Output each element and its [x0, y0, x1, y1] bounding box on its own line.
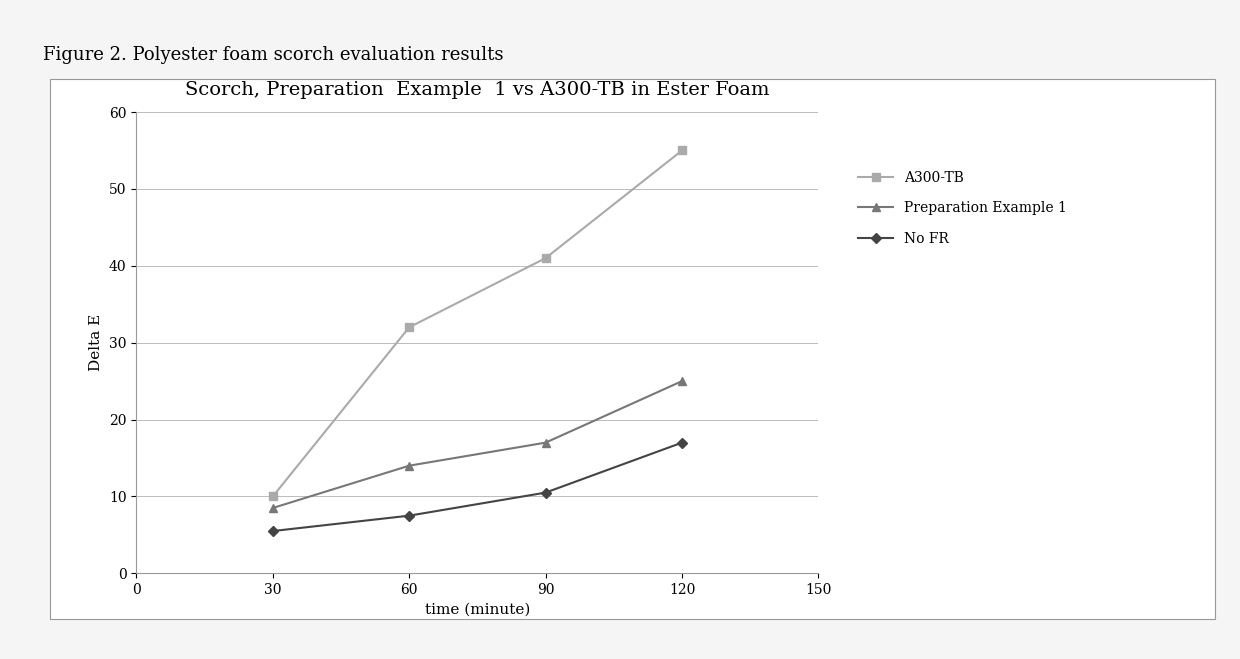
Text: Figure 2. Polyester foam scorch evaluation results: Figure 2. Polyester foam scorch evaluati… — [43, 46, 503, 64]
Title: Scorch, Preparation  Example  1 vs A300-TB in Ester Foam: Scorch, Preparation Example 1 vs A300-TB… — [185, 81, 770, 100]
A300-TB — [402, 324, 417, 331]
Legend: A300-TB, Preparation Example 1, No FR: A300-TB, Preparation Example 1, No FR — [853, 165, 1073, 252]
Line: A300-TB: A300-TB — [269, 146, 686, 501]
A300-TB — [675, 146, 689, 154]
Preparation Example 1 — [538, 439, 553, 447]
Y-axis label: Delta E: Delta E — [89, 314, 103, 371]
Preparation Example 1 — [265, 504, 280, 512]
Preparation Example 1 — [402, 462, 417, 470]
A300-TB — [265, 492, 280, 500]
A300-TB — [538, 254, 553, 262]
No FR — [538, 489, 553, 497]
No FR — [402, 511, 417, 519]
Line: Preparation Example 1: Preparation Example 1 — [269, 377, 686, 512]
X-axis label: time (minute): time (minute) — [425, 602, 529, 617]
Preparation Example 1 — [675, 377, 689, 385]
No FR — [675, 439, 689, 447]
No FR — [265, 527, 280, 535]
Line: No FR: No FR — [269, 439, 686, 534]
